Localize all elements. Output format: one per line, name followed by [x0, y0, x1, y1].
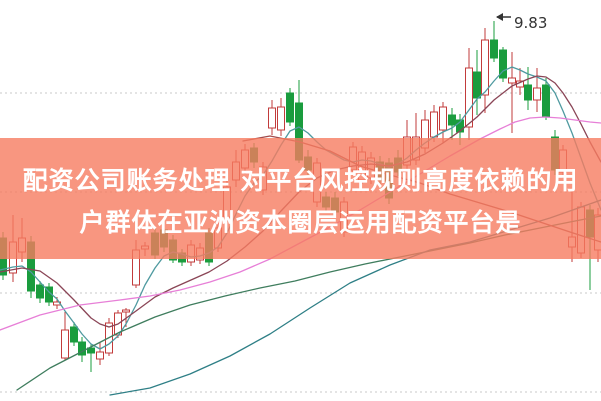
candle-body-down — [448, 114, 456, 126]
candle-body-up — [122, 309, 130, 313]
candle-body-up — [268, 107, 276, 129]
candle-body-up — [61, 329, 69, 359]
candle-body-down — [78, 341, 86, 356]
candle-body-up — [96, 351, 104, 360]
headline-band — [0, 138, 601, 259]
candle-body-down — [473, 71, 481, 99]
candle-body-up — [481, 39, 489, 96]
candle-body-down — [542, 84, 550, 118]
candle-body-up — [465, 67, 473, 128]
candle-body-down — [524, 84, 532, 101]
candle-body-down — [36, 284, 44, 299]
candle-body-up — [430, 111, 438, 138]
candle-body-up — [533, 87, 541, 101]
candle-body-down — [87, 347, 95, 354]
candle-body-up — [277, 106, 285, 131]
candle-body-down — [70, 326, 78, 343]
candle-body-down — [499, 49, 507, 79]
candle-body-down — [286, 92, 294, 123]
candle-body-down — [456, 119, 464, 133]
candle-body-up — [439, 106, 447, 131]
ma-short-teal — [0, 66, 601, 350]
price-annotation: 9.83 — [514, 14, 547, 32]
candle-body-up — [508, 77, 516, 84]
candle-body-down — [490, 39, 498, 59]
annotation-arrow-head — [496, 13, 503, 21]
